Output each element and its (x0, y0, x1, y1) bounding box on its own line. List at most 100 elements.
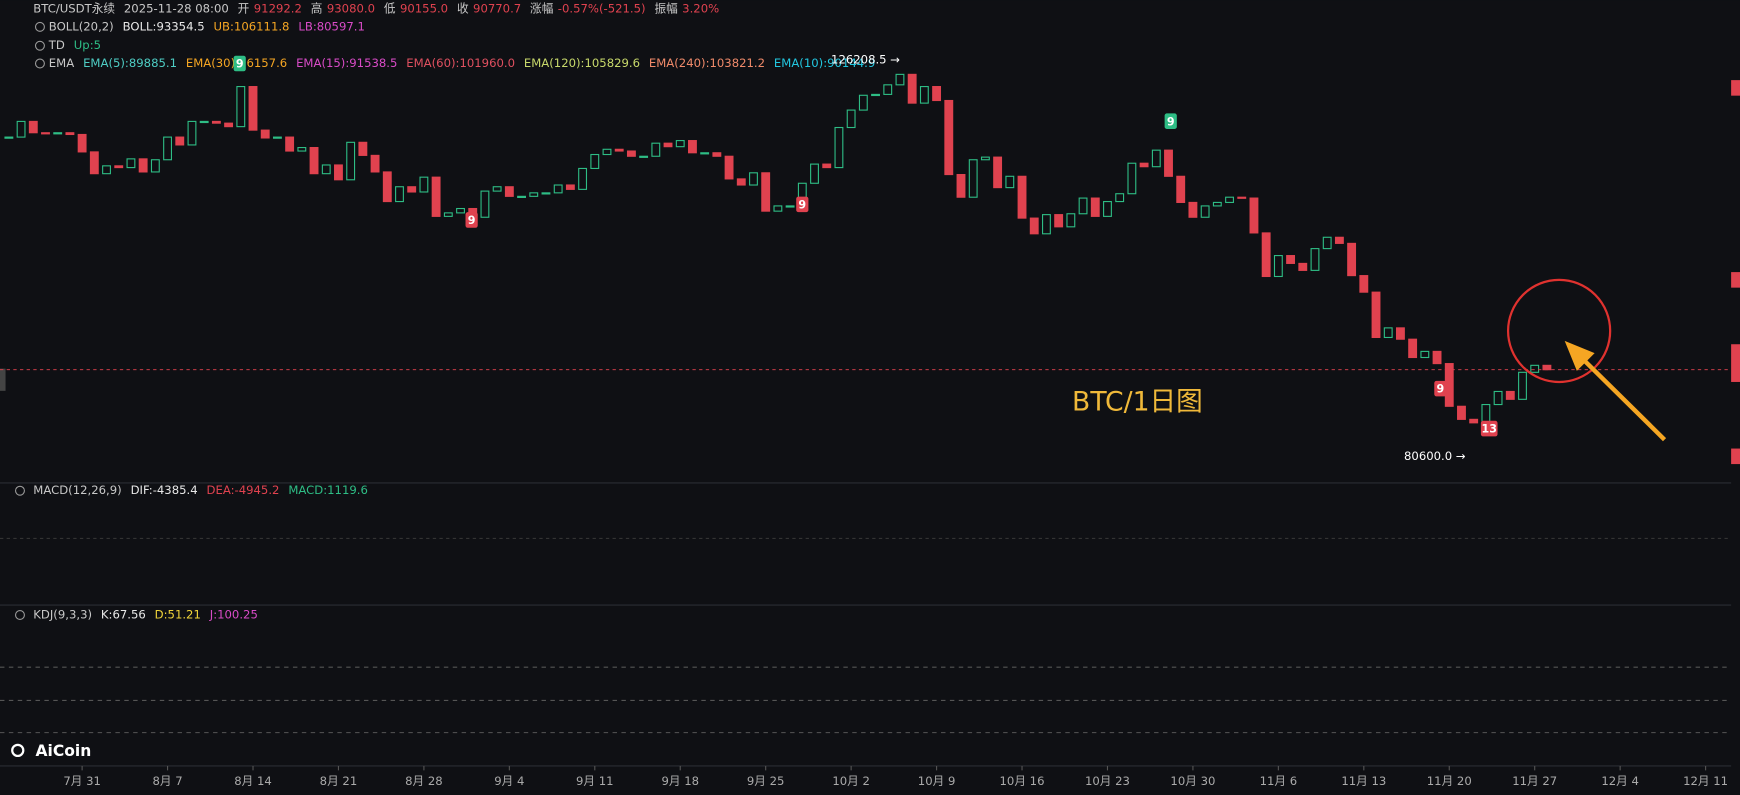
info-text: 3.20% (682, 2, 719, 16)
candle (773, 205, 783, 212)
arrow-shaft (1579, 355, 1667, 442)
candle (480, 190, 490, 218)
info-text: EMA(120):105829.6 (524, 56, 640, 70)
candle (65, 132, 75, 136)
info-text: EMA(60):101960.0 (406, 56, 515, 70)
candle (626, 150, 636, 157)
info-text: EMA(5):89885.1 (83, 56, 177, 70)
candle (102, 165, 111, 175)
candle (163, 136, 173, 161)
candle (1005, 175, 1015, 189)
info-text: DEA:-4945.2 (207, 483, 280, 497)
x-tick-label: 12月 4 (1601, 774, 1639, 788)
candle (211, 120, 221, 124)
candle (1029, 217, 1039, 235)
candle (553, 184, 563, 194)
candle (980, 156, 990, 161)
candle (1176, 175, 1186, 203)
info-text: 低 (384, 2, 396, 16)
edge-marker (1731, 80, 1740, 96)
candle (517, 195, 526, 198)
candle (370, 154, 380, 173)
candle (932, 86, 942, 102)
info-text: BTC/USDT永续 (33, 2, 115, 16)
candle (1457, 405, 1466, 420)
price-annotation: 80600.0 → (1404, 449, 1466, 463)
x-tick-label: 8月 21 (320, 774, 358, 788)
candle (1078, 197, 1088, 215)
candle (53, 132, 63, 135)
candle (1371, 291, 1381, 339)
candle (1542, 364, 1552, 371)
candle (736, 178, 746, 186)
x-tick-label: 9月 4 (494, 774, 524, 788)
info-text: 90770.7 (473, 2, 521, 16)
candle (944, 99, 954, 176)
candle (309, 146, 319, 175)
x-tick-label: 9月 11 (576, 774, 614, 788)
candle (1225, 196, 1234, 203)
candle (700, 152, 710, 155)
candle (663, 142, 673, 148)
x-tick-label: 10月 23 (1085, 774, 1130, 788)
candle (1200, 205, 1210, 218)
info-text: 91292.2 (254, 2, 302, 16)
side-handle[interactable] (0, 368, 6, 391)
info-text: -0.57%(-521.5) (558, 2, 646, 16)
candle (1249, 197, 1259, 234)
candle (1347, 242, 1357, 277)
candle (1408, 338, 1418, 359)
indicator-icon (14, 485, 25, 496)
candle (907, 73, 917, 104)
info-text: J:100.25 (209, 607, 258, 621)
candle (1273, 255, 1283, 278)
candle (260, 129, 270, 139)
info-text: 涨幅 (530, 2, 554, 16)
candle (1322, 236, 1332, 250)
candle (1481, 403, 1491, 424)
td-badge (1480, 420, 1498, 437)
info-text: 2025-11-28 08:00 (124, 2, 229, 16)
info-text: BOLL:93354.5 (123, 19, 205, 33)
candle (1505, 390, 1515, 400)
info-text: 开 (238, 2, 250, 16)
candle (785, 205, 795, 208)
candle (1261, 232, 1271, 278)
info-text: 收 (457, 2, 469, 16)
candle (541, 192, 551, 195)
candle (675, 140, 685, 148)
indicator-icon (34, 21, 45, 32)
edge-marker (1731, 448, 1740, 465)
info-text: KDJ(9,3,3) (33, 607, 92, 621)
candle (382, 171, 392, 203)
candle (346, 141, 356, 181)
candle (1298, 262, 1308, 271)
x-tick-label: 8月 28 (405, 774, 443, 788)
candle (272, 136, 282, 139)
x-tick-label: 11月 6 (1260, 774, 1298, 788)
candle (187, 120, 197, 146)
x-tick-label: 11月 27 (1512, 774, 1557, 788)
candle (150, 159, 160, 173)
indicator-icon (14, 610, 25, 620)
candle (1103, 201, 1112, 217)
x-tick-label: 11月 20 (1427, 774, 1472, 788)
candle (1164, 149, 1173, 177)
candle (968, 159, 978, 198)
candle (602, 148, 612, 156)
x-tick-label: 12月 11 (1683, 774, 1728, 788)
candle (1359, 275, 1369, 293)
candle (297, 146, 307, 152)
candle (321, 164, 331, 175)
info-text: 振幅 (654, 2, 678, 16)
candle (1518, 371, 1527, 400)
candle (504, 186, 514, 197)
candle (1127, 162, 1137, 195)
td-label: 9 (236, 58, 244, 71)
info-text: BOLL(20,2) (49, 19, 114, 33)
candle (529, 192, 539, 197)
